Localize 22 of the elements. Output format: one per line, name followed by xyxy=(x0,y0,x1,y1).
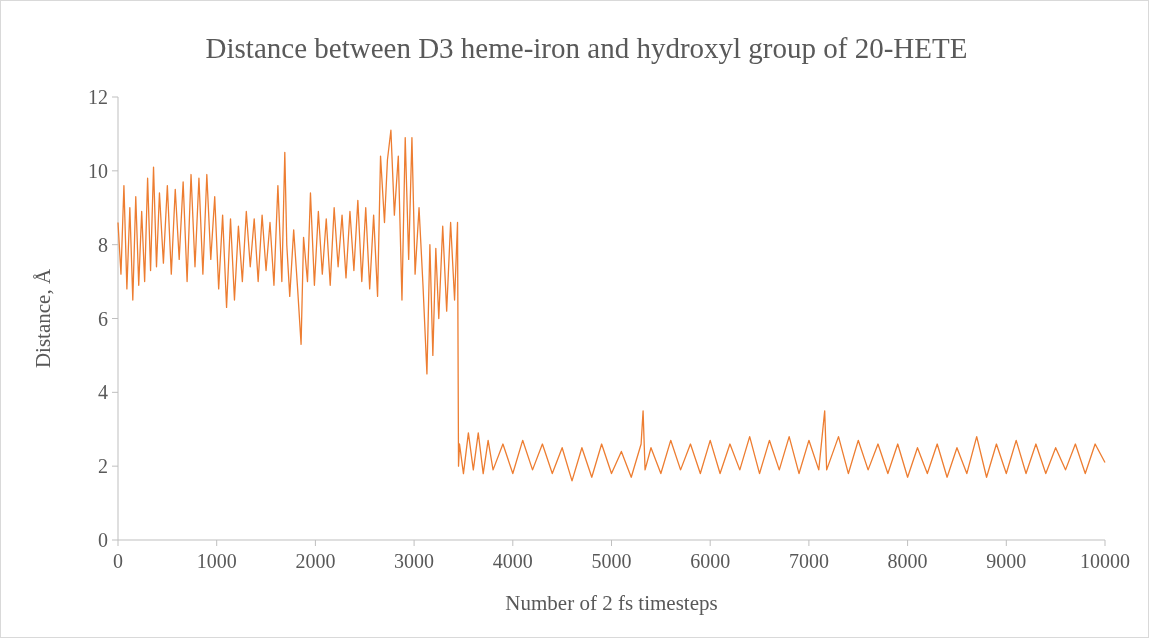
line-series xyxy=(117,129,1106,482)
x-tick-label: 0 xyxy=(113,550,123,572)
y-axis-title: Distance, Å xyxy=(31,268,55,369)
x-tick-label: 6000 xyxy=(690,550,731,572)
y-tick-label: 0 xyxy=(98,529,108,551)
y-tick-label: 12 xyxy=(88,86,108,108)
y-tick-label: 2 xyxy=(98,455,108,478)
x-tick-label: 2000 xyxy=(295,550,336,572)
x-tick-label: 7000 xyxy=(788,550,829,572)
x-axis-title: Number of 2 fs timesteps xyxy=(505,591,718,615)
x-tick-label: 4000 xyxy=(492,550,533,572)
y-tick-label: 10 xyxy=(88,159,108,182)
x-tick-label: 10000 xyxy=(1080,550,1130,572)
x-tick-label: 1000 xyxy=(196,550,237,572)
chart-title: Distance between D3 heme-iron and hydroxyl group of 20-HETE xyxy=(205,32,968,64)
y-tick-label: 6 xyxy=(98,307,108,330)
y-tick-label: 8 xyxy=(98,233,108,256)
x-tick-label: 8000 xyxy=(887,550,928,572)
x-tick-label: 9000 xyxy=(986,550,1027,572)
y-tick-label: 4 xyxy=(98,381,108,404)
x-tick-label: 5000 xyxy=(591,550,632,572)
x-tick-label: 3000 xyxy=(394,550,435,572)
